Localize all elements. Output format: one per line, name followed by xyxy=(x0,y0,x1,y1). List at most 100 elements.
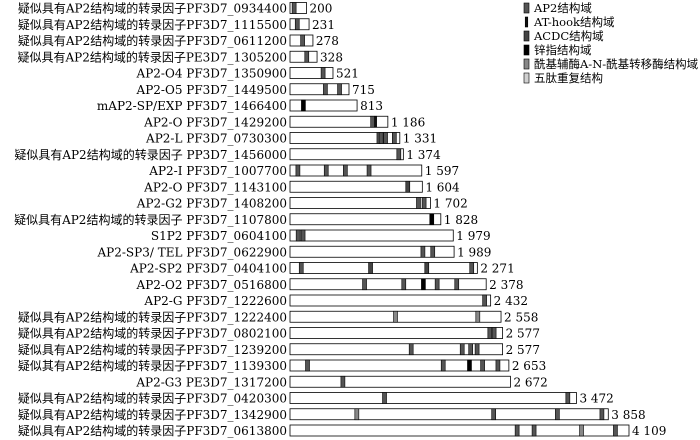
ap2-domain xyxy=(599,408,605,421)
ap2-domain xyxy=(474,343,480,356)
ap2-domain xyxy=(487,327,493,339)
legend-label: AT-hook结构域 xyxy=(533,15,615,29)
ap2-domain xyxy=(468,343,474,356)
protein-length: 2 577 xyxy=(506,343,540,357)
ap2-domain xyxy=(300,34,305,47)
protein-bar xyxy=(289,359,510,372)
ap2-domain xyxy=(430,245,436,258)
protein-row: AP2-I PF3D7_1007700 1 597 xyxy=(148,164,459,178)
protein-label: 疑似具有AP2结构域的转录因子PF3D7_1115500 xyxy=(18,17,287,32)
protein-row: 疑似具有AP2结构域的转录因子PF3D7_1239200 2 577 xyxy=(18,342,540,357)
protein-length: 1 989 xyxy=(457,245,491,259)
protein-row: S1P2 PF3D7_0604100 1 979 xyxy=(151,229,491,243)
protein-label: AP2-SP2 PF3D7_0404100 xyxy=(129,262,287,276)
protein-label: 疑似具有AP2结构域的转录因子 PP3D7_1456000 xyxy=(14,147,287,162)
protein-label: 疑似具有AP2结构域的转录因子PF3D7_0934400 xyxy=(18,1,287,16)
protein-row: AP2-G2 PF3D7_1408200 1 702 xyxy=(136,197,468,211)
legend-item: 锌指结构域 xyxy=(523,43,592,57)
protein-row: AP2-O5 PF3D7_1449500 715 xyxy=(136,83,375,97)
protein-length: 1 186 xyxy=(391,115,425,129)
ap2-domain xyxy=(514,424,520,437)
protein-row: AP2-O PF3D7_1143100 1 604 xyxy=(143,180,460,194)
protein-row: AP2-L PF3D7_0730300 1 331 xyxy=(145,132,437,146)
protein-length: 278 xyxy=(316,34,339,48)
ap2-domain xyxy=(434,278,440,291)
protein-row: 疑似具有AP2结构域的转录因子PF3D7_1115500 231 xyxy=(18,17,335,32)
protein-row: 疑似具有AP2结构域的转录因子PF3D7_0611200 278 xyxy=(18,33,339,48)
protein-label: 疑似具有AP2结构域的转录因子PF3D7_1342900 xyxy=(18,407,287,422)
protein-bar xyxy=(289,50,318,63)
protein-row: 疑似具有AP2结构域的转录因子PF3D7_0420300 3 472 xyxy=(18,391,614,406)
protein-length: 521 xyxy=(336,67,359,81)
ap2-domain xyxy=(401,278,407,291)
legend-item: AP2结构域 xyxy=(523,1,592,15)
protein-length: 1 828 xyxy=(444,213,478,227)
protein-length: 1 604 xyxy=(425,180,460,194)
dark-gray-block-icon xyxy=(523,2,530,14)
protein-row: AP2-SP3/ TEL PF3D7_0622900 1 989 xyxy=(97,245,492,259)
ap2-domain xyxy=(294,18,300,31)
protein-label: mAP2-SP/EXP PF3D7_1466400 xyxy=(97,99,287,113)
ap2-domain xyxy=(482,294,487,307)
protein-bar xyxy=(289,375,511,388)
protein-bar xyxy=(289,213,442,226)
protein-row: 疑似具有AP2结构域的转录因子 PF3D7_1107800 1 828 xyxy=(14,212,478,227)
ap2-domain xyxy=(340,375,346,388)
ap2-domain xyxy=(420,245,426,258)
protein-length: 2 432 xyxy=(494,294,528,308)
protein-label: AP2-O2 PF3D7_0516800 xyxy=(136,278,287,292)
ap2-domain xyxy=(491,327,497,339)
protein-row: 疑似具有AP2结构域的转录因子PF3D7_0613800 4 109 xyxy=(18,423,666,438)
protein-length: 715 xyxy=(352,83,375,97)
ap2-domain xyxy=(320,67,326,79)
protein-bar xyxy=(289,83,350,96)
protein-bar xyxy=(289,99,358,112)
ap2-domain xyxy=(531,424,537,437)
ap2-domain xyxy=(362,278,367,291)
light-block-icon xyxy=(523,72,530,84)
protein-label: AP2-G PF3D7_1222600 xyxy=(143,294,287,308)
protein-row: 疑似其有AP2结构域的转录因子PF3D7_1139300 2 653 xyxy=(18,358,546,373)
protein-row: AP2-O PF3D7_1429200 1 186 xyxy=(143,115,425,129)
protein-label: 疑似具有AP2结构域的转录因子PF3D7_0611200 xyxy=(18,33,287,48)
ap2-domain xyxy=(613,424,618,437)
protein-length: 200 xyxy=(310,2,333,16)
ap2-domain xyxy=(304,50,310,63)
zinc-finger-domain xyxy=(421,278,426,291)
protein-bar xyxy=(289,245,455,258)
protein-length: 813 xyxy=(360,99,383,113)
protein-bar xyxy=(289,392,577,404)
legend-item: 酰基辅酶A-N-酰基转移酶结构域 xyxy=(523,57,699,71)
ap2-domain xyxy=(396,148,402,161)
zinc-finger-domain xyxy=(429,213,435,226)
protein-length: 2 558 xyxy=(504,310,538,324)
protein-row: 疑似具有AP2结构域的转录因子PE3D7_1305200 328 xyxy=(17,49,343,64)
gray-block-icon xyxy=(523,30,530,42)
protein-bar xyxy=(289,148,404,161)
protein-bar xyxy=(289,132,401,144)
ap2-domain xyxy=(440,359,446,372)
protein-row: AP2-G PF3D7_1222600 2 432 xyxy=(143,294,528,308)
ap2-domain xyxy=(480,359,485,372)
protein-label: AP2-G2 PF3D7_1408200 xyxy=(136,197,287,211)
acdc-domain xyxy=(368,262,373,274)
legend-label: 酰基辅酶A-N-酰基转移酶结构域 xyxy=(534,57,699,71)
protein-length: 1 702 xyxy=(433,197,467,211)
protein-length: 1 331 xyxy=(403,132,437,146)
protein-row: 疑似具有AP2结构域的转录因子PF3D7_1222400 2 558 xyxy=(18,309,539,324)
ap2-domain xyxy=(291,2,297,14)
ap2-domain xyxy=(300,229,306,242)
ap2-domain xyxy=(565,392,571,404)
thin-black-bar-icon xyxy=(524,16,529,28)
ap2-domain xyxy=(295,229,301,242)
protein-length: 1 374 xyxy=(406,148,441,162)
ap2-domain xyxy=(378,132,384,144)
legend: AP2结构域AT-hook结构域ACDC结构域锌指结构域酰基辅酶A-N-酰基转移… xyxy=(523,1,699,85)
ap2-domain xyxy=(555,408,560,421)
protein-length: 3 858 xyxy=(611,408,645,422)
ap2-domain xyxy=(454,278,460,291)
acyl-coa-domain xyxy=(579,424,584,437)
ap2-domain xyxy=(392,132,397,144)
ap2-domain xyxy=(295,164,301,177)
acyl-coa-domain xyxy=(354,408,360,421)
